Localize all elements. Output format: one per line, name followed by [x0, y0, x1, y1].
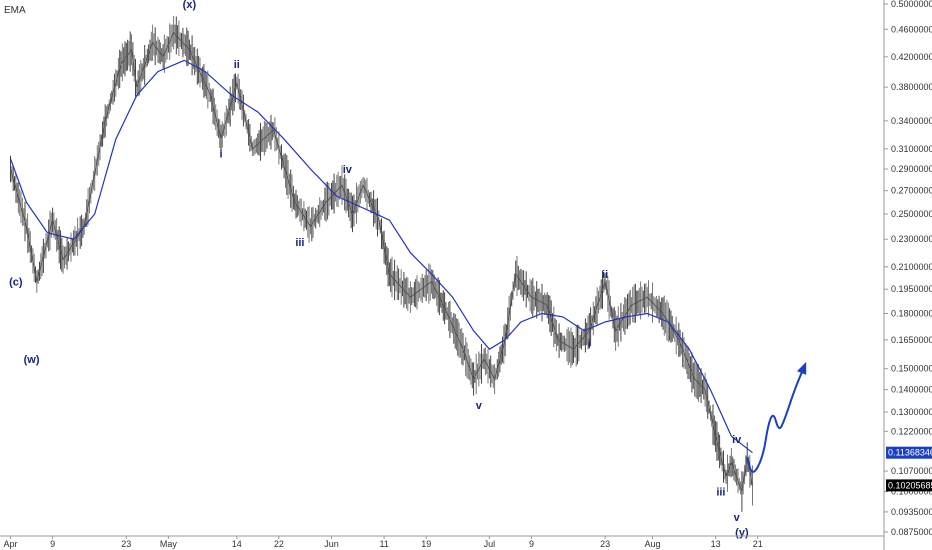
wave-label: iv [732, 434, 742, 446]
projection-arrow-path [746, 364, 807, 473]
ema-line [9, 59, 753, 454]
wave-label: v [734, 512, 741, 524]
wave-label: i [588, 339, 591, 351]
wave-label: (x) [183, 0, 197, 11]
wave-label: ii [602, 269, 608, 281]
indicator-label: EMA [4, 5, 26, 16]
y-tick-label: 0.08750000 [891, 527, 932, 537]
wave-label: iv [343, 164, 353, 176]
price-tag-label: 0.10205685 [888, 480, 932, 490]
price-tag-label: 0.11368346 [888, 448, 932, 458]
x-tick-label: 13 [711, 539, 721, 549]
x-tick-label: 23 [121, 539, 131, 549]
wave-label: (y) [735, 527, 749, 539]
price-line [10, 31, 753, 492]
wave-label: v [476, 400, 483, 412]
x-tick-label: Aug [644, 539, 660, 549]
x-tick-label: 9 [529, 539, 534, 549]
x-tick-label: 19 [421, 539, 431, 549]
x-tick-label: Jun [324, 539, 339, 549]
wave-label: (w) [24, 354, 40, 366]
x-tick-label: 11 [379, 539, 388, 549]
x-tick-label: Apr [4, 539, 18, 549]
x-tick-label: May [160, 539, 178, 549]
wave-label: iii [716, 487, 725, 499]
price-tag [886, 446, 932, 459]
x-tick-label: 23 [600, 539, 610, 549]
price-tag [886, 479, 932, 492]
x-tick-label: 21 [753, 539, 763, 549]
wave-label: ii [234, 59, 240, 71]
projection-arrow-head [797, 361, 807, 375]
wave-label: iii [295, 237, 304, 249]
x-tick-label: 14 [232, 539, 242, 549]
x-tick-label: Jul [484, 539, 496, 549]
x-tick-label: 9 [50, 539, 55, 549]
wave-label: (c) [9, 277, 23, 289]
wave-label: i [219, 149, 222, 161]
x-tick-label: 22 [274, 539, 284, 549]
